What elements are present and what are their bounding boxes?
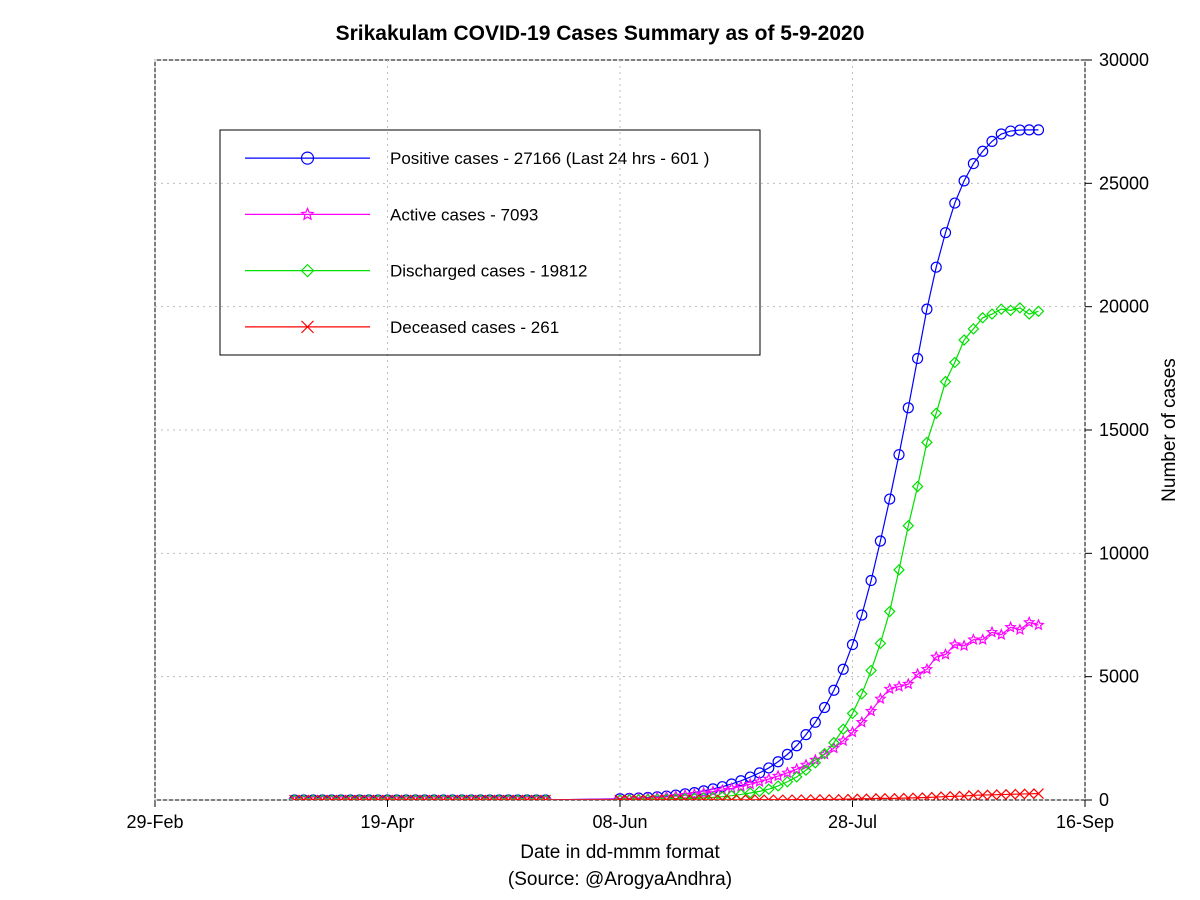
legend-item: Active cases - 7093: [245, 205, 538, 224]
series-active: [290, 617, 1044, 804]
legend-item: Deceased cases - 261: [245, 318, 559, 337]
chart-title: Srikakulam COVID-19 Cases Summary as of …: [0, 22, 1200, 46]
x-tick-label: 08-Jun: [592, 812, 647, 832]
series-positive: [290, 125, 1044, 805]
legend-label: Deceased cases - 261: [390, 318, 559, 337]
y-tick-label: 5000: [1099, 667, 1139, 687]
legend-item: Positive cases - 27166 (Last 24 hrs - 60…: [245, 149, 709, 168]
chart-container: Srikakulam COVID-19 Cases Summary as of …: [0, 0, 1200, 900]
x-tick-label: 28-Jul: [828, 812, 877, 832]
series-discharged: [290, 303, 1044, 805]
source-label: (Source: @ArogyaAndhra): [508, 869, 732, 890]
x-tick-label: 16-Sep: [1056, 812, 1114, 832]
x-tick-label: 19-Apr: [360, 812, 414, 832]
y-axis-label: Number of cases: [1159, 358, 1180, 502]
y-tick-label: 30000: [1099, 50, 1149, 70]
legend-label: Discharged cases - 19812: [390, 262, 588, 281]
y-tick-label: 0: [1099, 790, 1109, 810]
y-tick-label: 25000: [1099, 173, 1149, 193]
y-tick-label: 10000: [1099, 543, 1149, 563]
chart-svg: 29-Feb 19-Apr 08-Jun 28-Jul 16-Sep0 5000 10000…: [0, 0, 1200, 900]
x-tick-label: 29-Feb: [126, 812, 183, 832]
legend-label: Positive cases - 27166 (Last 24 hrs - 60…: [390, 149, 709, 168]
legend-label: Active cases - 7093: [390, 205, 538, 224]
legend-item: Discharged cases - 19812: [245, 262, 588, 281]
y-tick-label: 20000: [1099, 297, 1149, 317]
y-tick-label: 15000: [1099, 420, 1149, 440]
x-axis-label: Date in dd-mmm format: [520, 842, 720, 863]
